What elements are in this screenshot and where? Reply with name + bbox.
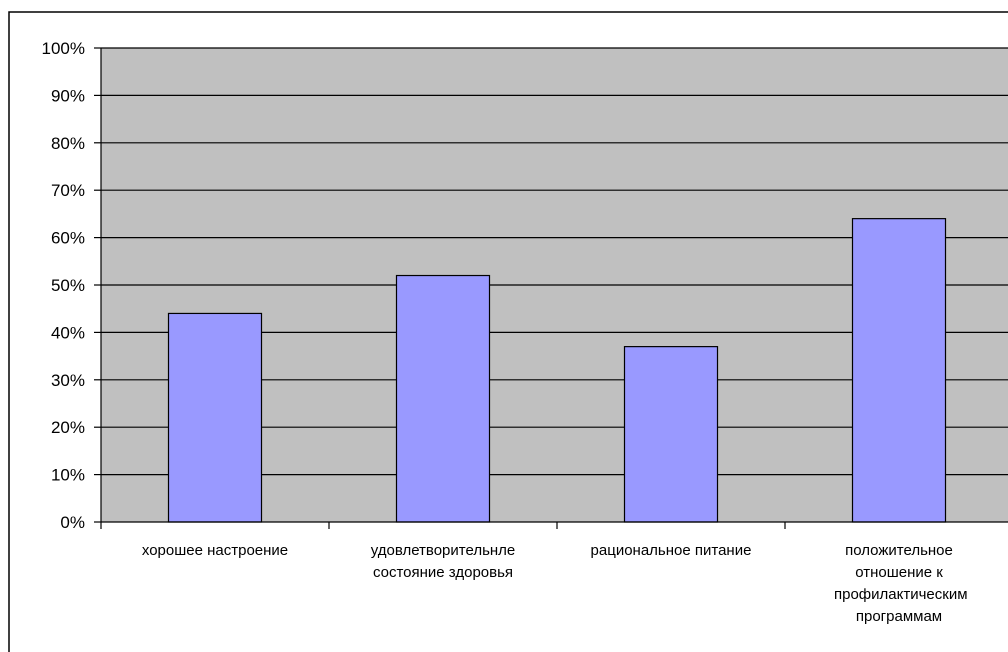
x-category-label-box: положительное отношение к профилактическ… — [834, 542, 968, 625]
y-tick-label: 50% — [51, 276, 85, 295]
y-tick-label: 10% — [51, 466, 85, 485]
x-category-label-box: рациональное питание — [590, 542, 752, 559]
x-category-label-box: удовлетворительнле состояние здоровья — [370, 542, 516, 581]
x-category-label: рациональное питание — [590, 542, 752, 559]
bar — [395, 274, 491, 523]
y-tick-label: 30% — [51, 371, 85, 390]
y-tick-label: 80% — [51, 134, 85, 153]
x-category-label: хорошее настроение — [141, 542, 289, 559]
y-tick-label: 20% — [51, 418, 85, 437]
y-tick-label: 70% — [51, 181, 85, 200]
bar — [167, 312, 263, 523]
y-tick-label: 0% — [60, 513, 85, 532]
y-tick-label: 60% — [51, 229, 85, 248]
y-tick-label: 90% — [51, 86, 85, 105]
x-category-label: удовлетворительнле состояние здоровья — [370, 542, 516, 581]
y-tick-label: 40% — [51, 323, 85, 342]
y-tick-label: 100% — [42, 39, 85, 58]
y-tick-labels: 0% 10% 20% 30% 40% 50% 60% 70% 80% 90% 100% — [42, 39, 85, 532]
axes — [94, 47, 1008, 529]
bars — [167, 218, 947, 523]
bar — [851, 218, 947, 523]
x-category-label: положительное отношение к профилактическ… — [834, 542, 968, 625]
bar — [623, 346, 719, 523]
x-category-labels: хорошее настроение удовлетворительнле сос… — [141, 542, 968, 625]
x-category-label-box: хорошее настроение — [141, 542, 289, 559]
